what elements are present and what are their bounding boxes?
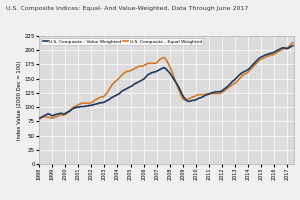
U.S. Composite - Value Weighted xyxy=(277,48,281,51)
Y-axis label: Index Value (2000 Dec = 100): Index Value (2000 Dec = 100) xyxy=(16,60,22,140)
U.S. Composite - Value Weighted xyxy=(200,96,203,99)
U.S. Composite - Equal Weighted xyxy=(133,67,137,70)
U.S. Composite - Value Weighted xyxy=(279,47,283,50)
U.S. Composite - Equal Weighted xyxy=(111,83,115,85)
U.S. Composite - Equal Weighted xyxy=(53,116,57,118)
U.S. Composite - Equal Weighted xyxy=(291,42,295,44)
Line: U.S. Composite - Equal Weighted: U.S. Composite - Equal Weighted xyxy=(39,43,293,119)
U.S. Composite - Equal Weighted xyxy=(277,50,281,53)
U.S. Composite - Equal Weighted xyxy=(37,118,41,120)
U.S. Composite - Equal Weighted xyxy=(279,49,283,51)
U.S. Composite - Value Weighted xyxy=(37,117,41,120)
Text: U.S. Composite Indices: Equal- And Value-Weighted, Data Through June 2017: U.S. Composite Indices: Equal- And Value… xyxy=(6,6,248,11)
U.S. Composite - Value Weighted xyxy=(133,83,137,85)
Line: U.S. Composite - Value Weighted: U.S. Composite - Value Weighted xyxy=(39,46,293,118)
U.S. Composite - Value Weighted xyxy=(53,113,57,116)
U.S. Composite - Value Weighted xyxy=(291,44,295,47)
Legend: U.S. Composite - Value Weighted, U.S. Composite - Equal Weighted: U.S. Composite - Value Weighted, U.S. Co… xyxy=(41,38,203,45)
U.S. Composite - Value Weighted xyxy=(111,96,115,98)
U.S. Composite - Equal Weighted xyxy=(200,93,203,96)
